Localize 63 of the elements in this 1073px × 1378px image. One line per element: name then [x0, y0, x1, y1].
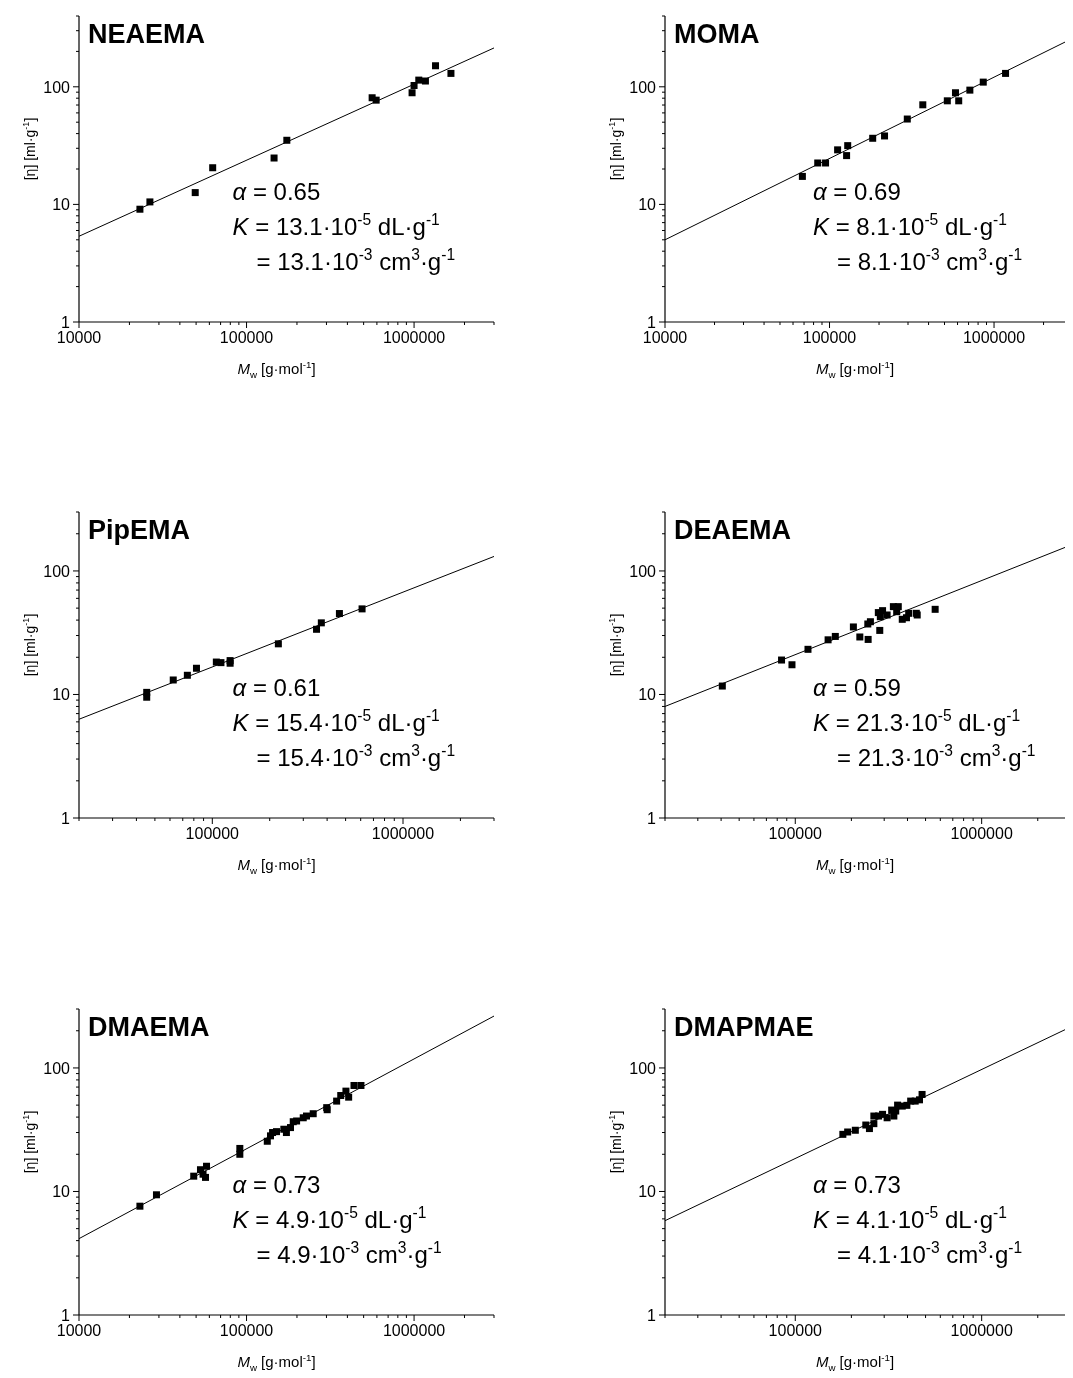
chart-title: NEAEMA [88, 19, 206, 49]
annotation: α = 0.59 [813, 673, 901, 701]
y-tick-label: 10 [638, 686, 657, 704]
x-tick-label: 10000 [642, 329, 688, 346]
x-tick-label: 1000000 [382, 329, 446, 346]
x-axis-title: M$_{w}$ [g·mol$^{-1}$] [815, 1352, 895, 1373]
y-tick-label: 10 [52, 196, 71, 214]
y-tick-label: 10 [638, 1183, 657, 1201]
x-axis-title: M$_{w}$ [g·mol$^{-1}$] [237, 855, 316, 876]
y-tick-label: 1 [647, 810, 657, 827]
y-tick-label: 1 [647, 1307, 657, 1324]
x-tick-label: 10000 [56, 1322, 102, 1339]
x-tick-label: 100000 [219, 329, 274, 346]
annotation: = 8.1·10$^{-3}$ cm$^{3}$·g$^{-1}$ [837, 246, 1023, 275]
y-tick-label: 10 [52, 686, 71, 704]
x-tick-label: 100000 [768, 825, 823, 842]
annotation: α = 0.73 [813, 1170, 901, 1198]
annotation: K = 8.1·10$^{-5}$ dL·g$^{-1}$ [813, 211, 1007, 240]
annotation: = 13.1·10$^{-3}$ cm$^{3}$·g$^{-1}$ [256, 246, 456, 275]
annotation: = 4.1·10$^{-3}$ cm$^{3}$·g$^{-1}$ [837, 1239, 1023, 1268]
x-tick-label: 1000000 [962, 329, 1026, 346]
y-tick-label: 1 [61, 1307, 71, 1324]
x-tick-label: 100000 [185, 825, 240, 842]
y-tick-label: 1 [61, 314, 71, 331]
y-tick-label: 10 [638, 196, 657, 214]
annotation: = 4.9·10$^{-3}$ cm$^{3}$·g$^{-1}$ [256, 1239, 442, 1268]
annotation: K = 15.4·10$^{-5}$ dL·g$^{-1}$ [232, 707, 440, 736]
chart-title: DMAPMAE [674, 1012, 814, 1042]
x-axis-title: M$_{w}$ [g·mol$^{-1}$] [237, 359, 316, 380]
chart-title: DMAEMA [88, 1012, 210, 1042]
y-tick-label: 100 [629, 1059, 657, 1077]
x-tick-label: 1000000 [950, 825, 1013, 842]
annotation: K = 21.3·10$^{-5}$ dL·g$^{-1}$ [813, 707, 1021, 736]
annotation: α = 0.61 [232, 673, 321, 701]
y-tick-label: 10 [52, 1183, 71, 1201]
x-tick-label: 1000000 [950, 1322, 1013, 1339]
y-tick-label: 100 [629, 562, 657, 580]
x-tick-label: 10000 [56, 329, 102, 346]
annotation: α = 0.65 [232, 177, 321, 205]
y-tick-label: 100 [629, 78, 657, 96]
y-tick-label: 1 [61, 810, 71, 827]
annotation: α = 0.73 [232, 1170, 321, 1198]
x-tick-label: 1000000 [371, 825, 435, 842]
y-tick-label: 100 [43, 78, 71, 96]
annotation: K = 4.1·10$^{-5}$ dL·g$^{-1}$ [813, 1204, 1007, 1233]
x-axis-title: M$_{w}$ [g·mol$^{-1}$] [237, 1352, 316, 1373]
annotation: = 21.3·10$^{-3}$ cm$^{3}$·g$^{-1}$ [837, 742, 1036, 771]
chart-title: MOMA [674, 19, 760, 49]
x-tick-label: 100000 [802, 329, 857, 346]
x-tick-label: 1000000 [382, 1322, 446, 1339]
y-tick-label: 100 [43, 562, 71, 580]
y-tick-label: 100 [43, 1059, 71, 1077]
annotation: K = 4.9·10$^{-5}$ dL·g$^{-1}$ [232, 1204, 427, 1233]
annotation: K = 13.1·10$^{-5}$ dL·g$^{-1}$ [232, 211, 440, 240]
x-tick-label: 100000 [219, 1322, 274, 1339]
y-tick-label: 1 [647, 314, 657, 331]
x-axis-title: M$_{w}$ [g·mol$^{-1}$] [815, 855, 895, 876]
chart-title: PipEMA [88, 515, 191, 545]
chart-title: DEAEMA [674, 515, 792, 545]
x-axis-title: M$_{w}$ [g·mol$^{-1}$] [815, 359, 895, 380]
annotation: = 15.4·10$^{-3}$ cm$^{3}$·g$^{-1}$ [256, 742, 456, 771]
annotation: α = 0.69 [813, 177, 901, 205]
x-tick-label: 100000 [768, 1322, 823, 1339]
